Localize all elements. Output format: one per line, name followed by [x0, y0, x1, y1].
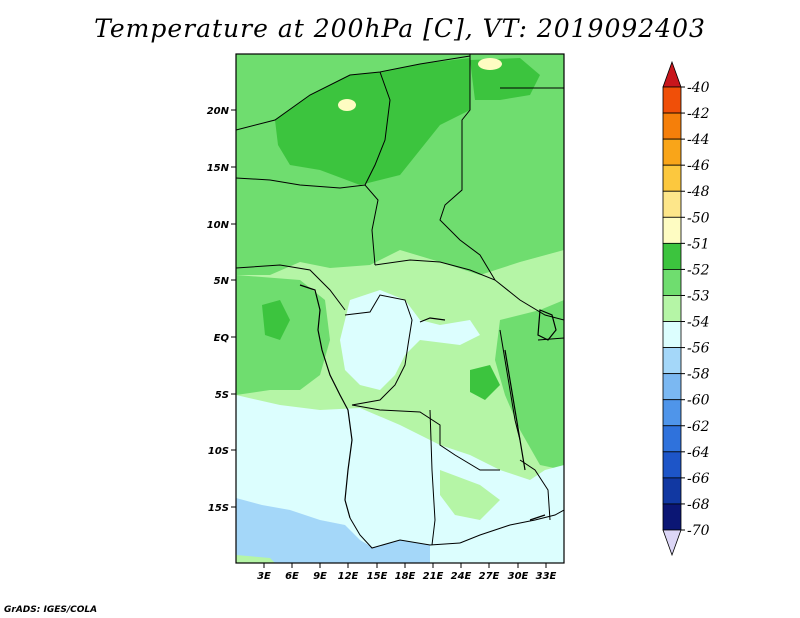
lake [419, 317, 446, 323]
colorbar-label: -60 [687, 393, 710, 409]
colorbar-overflow-high [662, 60, 682, 88]
colorbar-label: -52 [687, 262, 710, 278]
colorbar-swatch [662, 503, 682, 531]
colorbar-swatch [662, 242, 682, 270]
colorbar-label: -64 [687, 445, 710, 461]
map-title: Temperature at 200hPa [C], VT: 201909240… [94, 14, 706, 43]
border-line [439, 54, 496, 281]
border-line [519, 459, 551, 521]
colorbar-swatch [662, 86, 682, 114]
colorbar-swatch [662, 451, 682, 479]
lat-label: 10S [208, 446, 229, 457]
colorbar-swatches [662, 86, 682, 531]
colorbar-label: -54 [687, 315, 710, 331]
border-line [537, 337, 564, 341]
lat-label: 5N [214, 276, 230, 287]
colorbar-swatch [662, 373, 682, 401]
temperature-field [236, 54, 564, 563]
border-line [236, 55, 471, 131]
coastline [299, 284, 353, 519]
lake [537, 309, 557, 341]
colorbar-swatch [662, 477, 682, 505]
lon-label: 30E [508, 571, 529, 582]
colorbar-swatch [662, 321, 682, 348]
map-frame [235, 53, 565, 564]
lat-label: 20N [207, 106, 230, 117]
lat-label: EQ [214, 333, 230, 344]
lon-label: 27E [479, 571, 500, 582]
lon-label: 12E [338, 571, 359, 582]
field-band-58-south [372, 540, 430, 563]
lat-label: 15N [207, 163, 230, 174]
border-line [429, 409, 436, 546]
colorbar-label: -40 [687, 80, 710, 96]
lon-label: 33E [536, 571, 557, 582]
colorbar-label: -53 [687, 288, 710, 304]
colorbar-overflow-low [662, 529, 682, 557]
colorbar-label: -51 [687, 236, 710, 252]
colorbar-swatch [662, 269, 682, 296]
lake-chain [504, 349, 526, 471]
colorbar-swatch [662, 164, 682, 192]
colorbar-swatch [662, 216, 682, 244]
border-line [499, 329, 521, 441]
colorbar-label: -62 [687, 419, 710, 435]
colorbar-swatch [662, 295, 682, 322]
border-line [374, 259, 564, 321]
lat-label: 15S [208, 503, 229, 514]
colorbar-label: -46 [687, 158, 710, 174]
border-line [349, 517, 461, 549]
colorbar-swatch [662, 190, 682, 218]
lon-label: 24E [451, 571, 472, 582]
lon-label: 21E [423, 571, 444, 582]
colorbar-label: -56 [687, 341, 710, 357]
border-line [344, 294, 413, 406]
lon-label: 3E [257, 571, 271, 582]
latitude-axis: 20N 15N 10N 5N EQ 5S 10S 15S [207, 106, 236, 514]
colorbar-labels: -40 -42 -44 -46 -48 -50 -51 -52 -53 -54 -56 -58 -60 -… [681, 80, 710, 539]
colorbar-swatch [662, 399, 682, 427]
colorbar-swatch [662, 112, 682, 140]
colorbar-label: -50 [687, 210, 710, 226]
colorbar-swatch [662, 347, 682, 375]
lon-label: 18E [395, 571, 416, 582]
colorbar-label: -44 [687, 132, 710, 148]
border-line [236, 177, 379, 266]
field-band-58-southwest [236, 498, 400, 563]
colorbar-label: -48 [687, 184, 710, 200]
border-line [351, 404, 500, 471]
field-band-52-patch-2 [470, 365, 500, 400]
lat-label: 5S [215, 390, 229, 401]
longitude-axis: 3E 6E 9E 12E 15E 18E 21E 24E 27E 30E 33E [257, 563, 557, 582]
field-band-53-west [236, 275, 330, 395]
colorbar-label: -70 [687, 523, 710, 539]
field-band-52-north [275, 58, 470, 185]
credit-text: GrADS: IGES/COLA [4, 605, 98, 615]
colorbar: -40 -42 -44 -46 -48 -50 -51 -52 -53 -54 -56 -58 -60 -… [662, 60, 710, 557]
border-line [364, 71, 391, 186]
border-line [236, 264, 346, 311]
colorbar-swatch [662, 138, 682, 166]
lat-label: 10N [207, 220, 230, 231]
colorbar-label: -66 [687, 471, 710, 487]
lon-label: 15E [367, 571, 388, 582]
lon-label: 6E [285, 571, 299, 582]
lake [529, 514, 546, 521]
colorbar-label: -58 [687, 367, 710, 383]
lon-label: 9E [313, 571, 327, 582]
coastlines [299, 284, 557, 521]
colorbar-swatch [662, 425, 682, 453]
field-band-54-south-patch [440, 470, 500, 520]
colorbar-label: -42 [687, 106, 710, 122]
field-band-52-patch-1 [262, 300, 290, 340]
field-band-51-spot-1 [338, 99, 356, 111]
field-band-53-east [495, 300, 564, 470]
border-line [459, 509, 564, 544]
field-band-51-spot-2 [478, 58, 502, 70]
colorbar-label: -68 [687, 497, 710, 513]
field-band-54-strip [236, 555, 275, 563]
field-band-56-central [340, 290, 480, 390]
country-borders [236, 54, 564, 549]
